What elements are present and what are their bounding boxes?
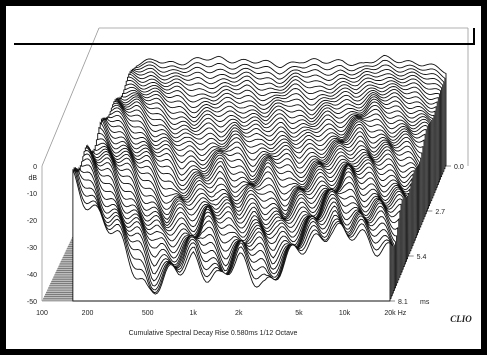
x-tick-label: 20k [384,310,396,317]
y-tick-label: -30 [27,245,37,252]
y-tick-label: -40 [27,272,37,279]
x-unit-label: Hz [398,310,407,317]
x-tick-label: 500 [142,310,154,317]
x-tick-label: 10k [339,310,351,317]
x-tick-label: 2k [235,310,243,317]
box-edge-diagonal [41,27,100,167]
y-tick-label: -50 [27,299,37,306]
z-tick-label: 2.7 [435,209,445,216]
y-tick-label: -20 [27,218,37,225]
z-tick-label: 0.0 [454,164,464,171]
z-unit-label: ms [420,299,430,306]
x-tick-label: 100 [36,310,48,317]
y-tick-label: 0 [33,164,37,171]
clio-logo: CLIO [450,314,472,324]
y-axis: 0 -10 -20 -30 -40 -50 dB [27,164,37,306]
box-outline [14,27,475,301]
decay-slices [72,54,447,302]
z-tick-label: 8.1 [398,299,408,306]
y-tick-label: -10 [27,191,37,198]
waterfall-chart: 0 -10 -20 -30 -40 -50 dB 100 200 500 1k 2k 5k 10k 20k… [14,27,475,337]
x-tick-label: 5k [295,310,303,317]
chart-title: Cumulative Spectral Decay Rise 0.580ms 1… [129,330,298,337]
x-tick-label: 1k [190,310,198,317]
z-axis: 0.0 2.7 5.4 8.1 ms [390,164,464,306]
x-axis: 100 200 500 1k 2k 5k 10k 20k Hz [36,310,407,317]
y-unit-label: dB [28,175,37,182]
plot-area: 0 -10 -20 -30 -40 -50 dB 100 200 500 1k 2k 5k 10k 20k… [6,6,481,349]
z-tick-label: 5.4 [417,254,427,261]
x-tick-label: 200 [82,310,94,317]
decay-slice [72,169,391,302]
